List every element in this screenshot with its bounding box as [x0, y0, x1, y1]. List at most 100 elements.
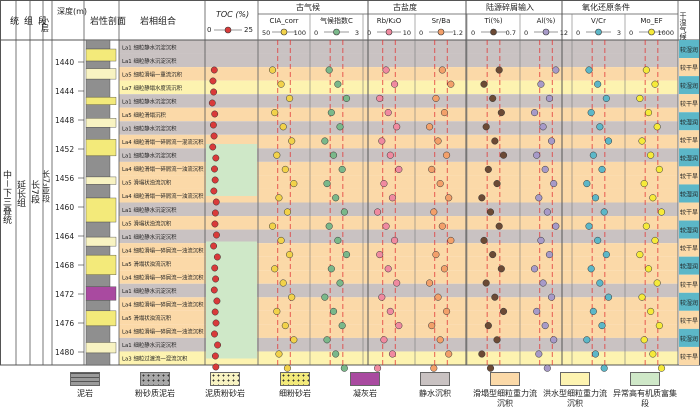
dryness-band [679, 202, 699, 221]
proxy-point [533, 307, 541, 315]
proxy-point [653, 279, 661, 287]
proxy-point [587, 109, 595, 117]
proxy-point [277, 236, 285, 244]
facies-label: La1 细粒静水沉淀沉积 [122, 57, 177, 65]
proxy-point [283, 208, 292, 216]
proxy-point [600, 208, 608, 216]
proxy-point [382, 222, 390, 230]
header-depth: 深度(m) [57, 6, 87, 16]
dryness-band [679, 256, 699, 275]
lithology-bed [85, 325, 111, 343]
proxy-point [531, 109, 539, 117]
depth-tick: 1448 [55, 116, 74, 125]
proxy-point [541, 322, 549, 330]
legend-label: 静水沉积 [419, 389, 451, 398]
proxy-point [594, 80, 602, 88]
proxy-point [374, 364, 382, 372]
facies-label: La1 细粒静水沉淀沉积 [122, 43, 177, 51]
proxy-point [655, 322, 663, 330]
proxy-point [438, 222, 446, 230]
proxy-min: 0 [629, 29, 633, 37]
facies-label: La4 细粒滑塌一碎屑流一浊流沉积 [122, 328, 204, 336]
dryness-band [679, 310, 699, 329]
proxy-max: 12 [560, 29, 568, 37]
dryness-band [679, 274, 699, 293]
proxy-point [386, 151, 394, 159]
proxy-point [649, 194, 657, 202]
proxy-point [552, 222, 560, 230]
facies-label: La5 滑塌状浊流沉积 [122, 260, 172, 268]
proxy-label: Al(%) [537, 17, 556, 25]
header-lith-profile: 岩性剖面 [90, 15, 126, 27]
dryness-label: 较湿润 [680, 82, 698, 90]
proxy-min: 0 [419, 29, 423, 37]
proxy-point [391, 80, 399, 88]
facies-band [119, 202, 678, 217]
facies-band [119, 175, 678, 189]
toc-point [210, 66, 218, 74]
proxy-point [548, 293, 556, 301]
proxy-point [269, 222, 277, 230]
proxy-symbol [595, 28, 602, 36]
proxy-symbol [542, 28, 550, 36]
proxy-point [395, 165, 403, 173]
facies-band [119, 283, 678, 298]
lithology-bed [85, 274, 111, 287]
toc-point [208, 99, 216, 107]
facies-band [119, 134, 678, 149]
dryness-label: 较干旱 [680, 100, 698, 108]
table-grid [0, 0, 700, 366]
proxy-point [657, 208, 666, 216]
proxy-point [480, 80, 488, 88]
proxy-point [591, 350, 600, 358]
toc-track [208, 66, 222, 382]
proxy-point [340, 208, 348, 216]
dryness-label: 较干旱 [680, 245, 698, 253]
proxy-point [283, 364, 292, 372]
proxy-point [428, 322, 436, 330]
proxy-point [583, 180, 591, 188]
proxy-point [334, 236, 342, 244]
proxy-min: 0 [524, 29, 528, 37]
depth-tick: 1452 [55, 145, 74, 154]
legend-swatch [350, 372, 380, 386]
lithology-bed [85, 155, 111, 178]
legend-label: 粉砂质泥岩 [135, 389, 175, 398]
proxy-point [583, 336, 591, 344]
dryness-label: 较湿润 [680, 299, 698, 307]
proxy-label: Ti(%) [483, 17, 502, 25]
toc-point [212, 275, 220, 283]
proxy-point [541, 165, 549, 173]
proxy-point [336, 279, 344, 287]
toc-point [211, 176, 219, 184]
proxy-point [642, 222, 650, 230]
proxy-min: 0 [314, 29, 318, 37]
proxy-point [497, 109, 505, 117]
facies-band [119, 337, 678, 352]
proxy-point [596, 123, 604, 131]
proxy-label: Sr/Ba [432, 17, 451, 25]
proxy-point [334, 80, 342, 88]
proxy-point [436, 336, 444, 344]
header-toc-title: TOC (%) [216, 10, 249, 19]
proxy-point [486, 364, 495, 372]
proxy-label: CIA_corr [269, 17, 298, 25]
legend-swatch [630, 372, 660, 386]
proxy-min: 0 [367, 29, 371, 37]
proxy-point [376, 94, 384, 102]
strat-section-name: 长7段 [29, 179, 40, 205]
proxy-point [321, 137, 329, 145]
proxy-point [644, 265, 653, 273]
proxy-point [290, 180, 298, 188]
dryness-label: 较干旱 [680, 136, 698, 144]
proxy-symbol [490, 28, 497, 36]
dryness-label: 较湿润 [680, 190, 698, 198]
dryness-band [679, 238, 699, 257]
facies-label: La1 细粒静水沉淀沉积 [122, 233, 177, 241]
proxy-point [279, 123, 287, 131]
lithology-bed [85, 300, 111, 312]
dryness-label: 较湿润 [680, 46, 698, 54]
proxy-point [491, 137, 499, 145]
proxy-point [426, 123, 434, 131]
